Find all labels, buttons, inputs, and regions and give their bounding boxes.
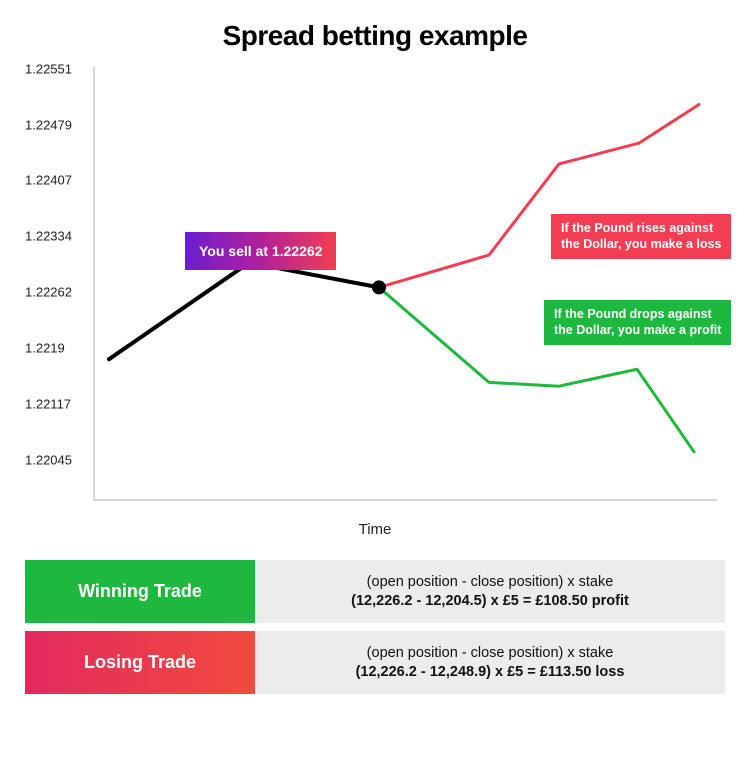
profit-line1: If the Pound drops against: [554, 306, 721, 322]
winning-trade-detail: (open position - close position) x stake…: [255, 560, 725, 623]
plot-area: You sell at 1.22262 If the Pound rises a…: [89, 62, 719, 502]
loss-callout: If the Pound rises against the Dollar, y…: [551, 214, 731, 259]
loss-line1: If the Pound rises against: [561, 220, 721, 236]
y-axis-labels: 1.22045 1.22117 1.2219 1.22262 1.22334 1.2240…: [25, 62, 87, 502]
y-tick-label: 1.22479: [25, 117, 72, 132]
y-tick-label: 1.22407: [25, 173, 72, 188]
page-title: Spread betting example: [24, 20, 726, 52]
y-tick-label: 1.22117: [25, 396, 71, 411]
y-tick-label: 1.2219: [25, 340, 65, 355]
winning-result: (12,226.2 - 12,204.5) x £5 = £108.50 pro…: [351, 593, 629, 609]
chart: 1.22045 1.22117 1.2219 1.22262 1.22334 1.2240…: [25, 62, 725, 542]
y-tick-label: 1.22045: [25, 452, 72, 467]
y-tick-label: 1.22551: [25, 61, 72, 76]
profit-callout: If the Pound drops against the Dollar, y…: [544, 300, 731, 345]
winning-trade-label: Winning Trade: [25, 560, 255, 623]
profit-line2: the Dollar, you make a profit: [554, 322, 721, 338]
loss-line2: the Dollar, you make a loss: [561, 236, 721, 252]
y-tick-label: 1.22262: [25, 285, 72, 300]
losing-trade-detail: (open position - close position) x stake…: [255, 631, 725, 694]
chart-svg: [89, 62, 719, 502]
losing-trade-label: Losing Trade: [25, 631, 255, 694]
losing-formula: (open position - close position) x stake: [367, 645, 614, 661]
x-axis-label: Time: [25, 521, 725, 538]
y-tick-label: 1.22334: [25, 229, 72, 244]
trade-results: Winning Trade (open position - close pos…: [25, 560, 725, 694]
losing-result: (12,226.2 - 12,248.9) x £5 = £113.50 los…: [356, 664, 625, 680]
winning-formula: (open position - close position) x stake: [367, 574, 614, 590]
sell-callout: You sell at 1.22262: [185, 232, 336, 270]
losing-trade-row: Losing Trade (open position - close posi…: [25, 631, 725, 694]
winning-trade-row: Winning Trade (open position - close pos…: [25, 560, 725, 623]
